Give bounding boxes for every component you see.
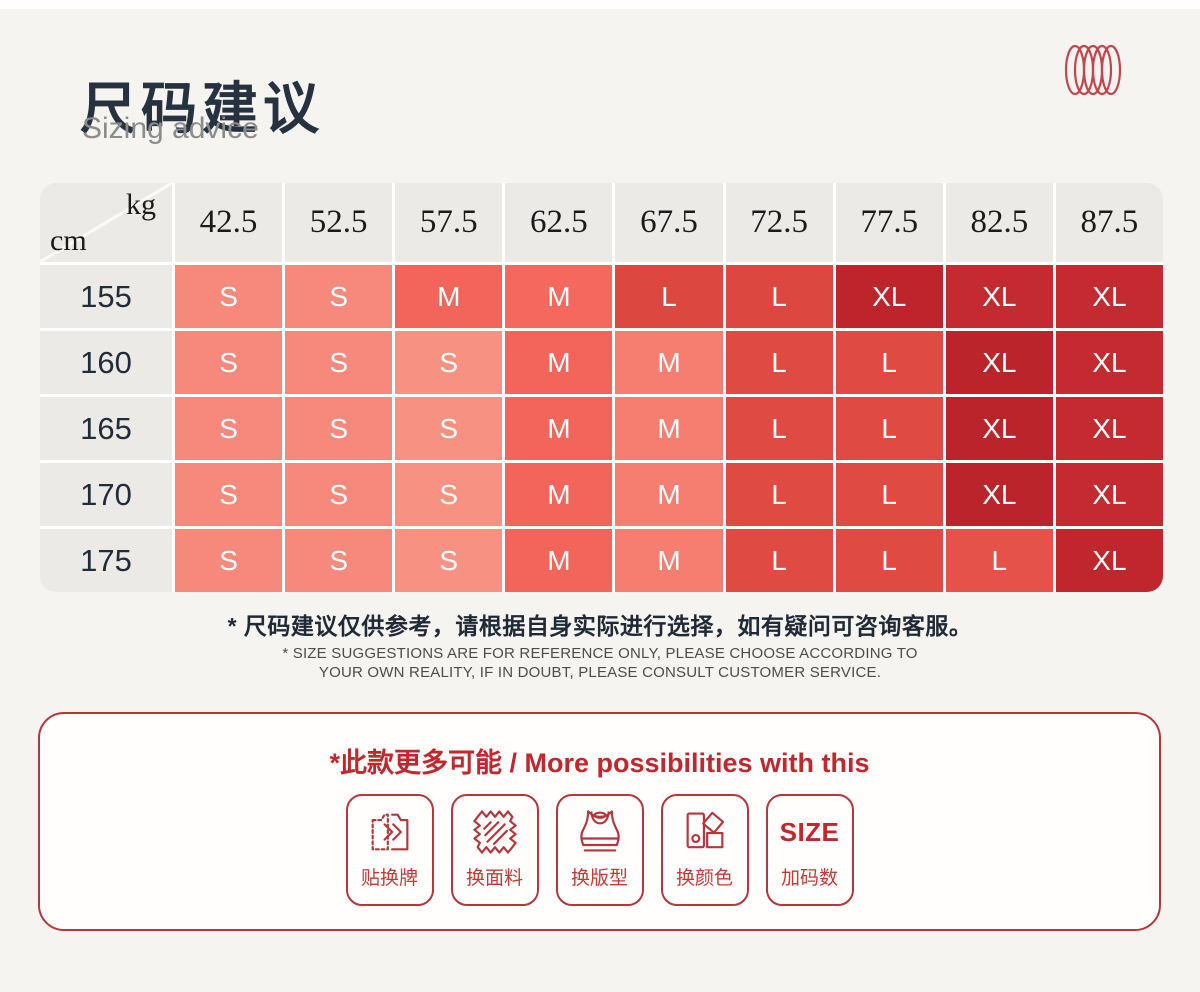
table-row-175: 175 S S S M M L L L XL	[40, 529, 1163, 592]
weight-header-42.5: 42.5	[175, 183, 283, 262]
size-cell-170-62.5: M	[505, 463, 613, 526]
size-table: kg cm 42.5 52.5 57.5 62.5 67.5 72.5 77.5 82.5 87…	[40, 183, 1163, 592]
badge-fabric-swatch: 换面料	[450, 794, 539, 906]
weight-header-62.5: 62.5	[505, 183, 613, 262]
size-cell-175-77.5: L	[835, 529, 943, 592]
size-cell-160-82.5: XL	[945, 331, 1053, 394]
corner-cm-label: cm	[50, 224, 87, 257]
size-cell-155-82.5: XL	[945, 265, 1053, 328]
height-label-160: 160	[40, 331, 172, 394]
size-cell-165-77.5: L	[835, 397, 943, 460]
size-cell-170-42.5: S	[175, 463, 283, 526]
size-cell-175-82.5: L	[945, 529, 1053, 592]
size-cell-170-67.5: M	[615, 463, 723, 526]
badge-label-4: 加码数	[780, 868, 838, 889]
size-word-text: SIZE	[779, 816, 840, 847]
possibilities-title: *此款更多可能 / More possibilities with this	[329, 748, 870, 778]
footnote-zh: * 尺码建议仅供参考，请根据自身实际进行选择，如有疑问可咨询客服。	[227, 613, 973, 639]
size-cell-175-52.5: S	[285, 529, 393, 592]
top-white-strip	[0, 0, 1200, 9]
size-cell-155-62.5: M	[505, 265, 613, 328]
footnote-en: * SIZE SUGGESTIONS ARE FOR REFERENCE ONL…	[0, 644, 1200, 682]
size-cell-175-72.5: L	[725, 529, 833, 592]
badge-size-text: SIZE 加码数	[765, 794, 854, 906]
height-label-170: 170	[40, 463, 172, 526]
weight-header-52.5: 52.5	[285, 183, 393, 262]
size-cell-175-62.5: M	[505, 529, 613, 592]
height-label-155: 155	[40, 265, 172, 328]
badge-sports-bra: 换版型	[555, 794, 644, 906]
size-cell-165-87.5: XL	[1055, 397, 1163, 460]
size-cell-170-57.5: S	[395, 463, 503, 526]
size-cell-175-42.5: S	[175, 529, 283, 592]
size-cell-160-62.5: M	[505, 331, 613, 394]
sports-bra-icon	[572, 803, 628, 861]
size-cell-165-52.5: S	[285, 397, 393, 460]
page-title: 尺码建议	[80, 76, 324, 140]
size-cell-165-62.5: M	[505, 397, 613, 460]
table-header-row: kg cm 42.5 52.5 57.5 62.5 67.5 72.5 77.5 82.5 87…	[40, 183, 1163, 262]
tag-swap-icon	[362, 803, 418, 861]
badge-label-2: 换版型	[570, 868, 628, 889]
size-cell-165-57.5: S	[395, 397, 503, 460]
size-cell-155-52.5: S	[285, 265, 393, 328]
corner-kg-label: kg	[126, 188, 156, 221]
size-cell-160-52.5: S	[285, 331, 393, 394]
badge-tag-swap: 贴换牌	[345, 794, 434, 906]
table-row-155: 155 S S M M L L XL XL XL	[40, 265, 1163, 328]
size-cell-160-72.5: L	[725, 331, 833, 394]
height-label-175: 175	[40, 529, 172, 592]
size-cell-155-57.5: M	[395, 265, 503, 328]
weight-header-72.5: 72.5	[725, 183, 833, 262]
size-cell-170-52.5: S	[285, 463, 393, 526]
size-cell-155-72.5: L	[725, 265, 833, 328]
table-row-160: 160 S S S M M L L XL XL	[40, 331, 1163, 394]
coil-icon	[1064, 44, 1122, 96]
size-cell-160-67.5: M	[615, 331, 723, 394]
size-cell-170-72.5: L	[725, 463, 833, 526]
badge-color-swatch: 换颜色	[660, 794, 749, 906]
color-swatch-icon	[677, 803, 733, 861]
table-body: 155 S S M M L L XL XL XL 160 S S S M M L L XL XL 165 S S S M M L L X…	[40, 265, 1163, 592]
size-cell-160-87.5: XL	[1055, 331, 1163, 394]
table-corner-cell: kg cm	[40, 183, 172, 262]
badge-label-1: 换面料	[465, 868, 523, 889]
footnote-en-line2: YOUR OWN REALITY, IF IN DOUBT, PLEASE CO…	[318, 664, 882, 682]
size-cell-175-67.5: M	[615, 529, 723, 592]
page-subtitle: Sizing advice	[82, 112, 259, 145]
possibilities-panel: *此款更多可能 / More possibilities with this 贴…	[38, 712, 1161, 931]
footnote-en-line1: * SIZE SUGGESTIONS ARE FOR REFERENCE ONL…	[282, 645, 918, 662]
size-cell-165-67.5: M	[615, 397, 723, 460]
size-cell-155-77.5: XL	[835, 265, 943, 328]
weight-header-67.5: 67.5	[615, 183, 723, 262]
height-label-165: 165	[40, 397, 172, 460]
weight-header-57.5: 57.5	[395, 183, 503, 262]
size-cell-165-72.5: L	[725, 397, 833, 460]
size-cell-165-42.5: S	[175, 397, 283, 460]
size-cell-175-87.5: XL	[1055, 529, 1163, 592]
size-cell-170-77.5: L	[835, 463, 943, 526]
size-cell-170-87.5: XL	[1055, 463, 1163, 526]
table-row-165: 165 S S S M M L L XL XL	[40, 397, 1163, 460]
size-cell-170-82.5: XL	[945, 463, 1053, 526]
size-text-icon: SIZE	[779, 803, 840, 861]
size-cell-160-77.5: L	[835, 331, 943, 394]
badge-label-0: 贴换牌	[360, 868, 418, 889]
weight-header-77.5: 77.5	[835, 183, 943, 262]
weight-header-87.5: 87.5	[1055, 183, 1163, 262]
size-cell-155-42.5: S	[175, 265, 283, 328]
size-cell-175-57.5: S	[395, 529, 503, 592]
fabric-swatch-icon	[467, 803, 523, 861]
table-row-170: 170 S S S M M L L XL XL	[40, 463, 1163, 526]
size-cell-165-82.5: XL	[945, 397, 1053, 460]
size-cell-155-67.5: L	[615, 265, 723, 328]
size-cell-160-42.5: S	[175, 331, 283, 394]
size-cell-155-87.5: XL	[1055, 265, 1163, 328]
size-cell-160-57.5: S	[395, 331, 503, 394]
weight-header-82.5: 82.5	[945, 183, 1053, 262]
possibilities-badges: 贴换牌 换面料 换版型 换颜色 SIZE 加码数	[40, 794, 1159, 906]
badge-label-3: 换颜色	[675, 868, 733, 889]
